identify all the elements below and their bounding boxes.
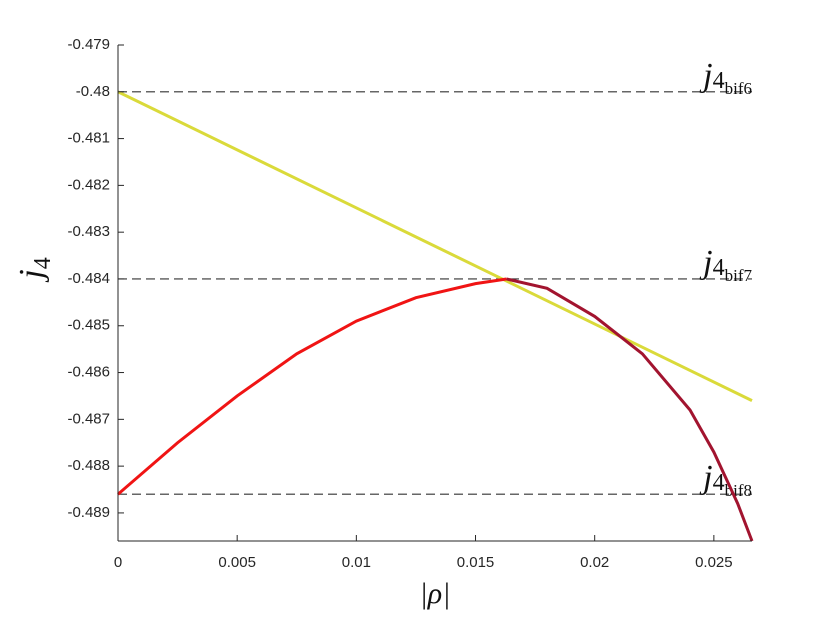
x-tick-label: 0.015 [457,554,495,571]
reference-label: j4bif7 [699,244,752,285]
label-sub: 4 [713,470,725,496]
y-tick-label: -0.482 [67,176,110,193]
y-tick-label: -0.481 [67,130,110,147]
y-tick-label: -0.485 [67,317,110,334]
data-line [506,277,754,542]
y-tick-label: -0.479 [67,36,110,53]
x-tick-label: 0.025 [695,554,733,571]
x-tick-label: 0.02 [580,554,609,571]
label-base: j [699,244,712,281]
x-tick-label: 0.005 [218,554,256,571]
y-label-base: j [13,269,50,282]
y-tick-label: -0.483 [67,223,110,240]
reference-label: j4bif8 [699,459,752,500]
y-tick-label: -0.489 [67,504,110,521]
x-tick-label: 0 [114,554,122,571]
x-axis-label: |ρ| [420,577,451,610]
label-subsub: bif7 [725,266,753,285]
y-label-sub: 4 [30,257,56,269]
y-tick-label: -0.487 [67,410,110,427]
label-subsub: bif8 [725,481,752,500]
label-subsub: bif6 [725,79,752,98]
y-tick-label: -0.484 [67,270,110,287]
data-line [117,90,753,402]
label-sub: 4 [713,255,725,281]
y-tick-label: -0.488 [67,457,110,474]
label-base: j [699,57,712,94]
label-base: j [699,459,712,496]
y-tick-label: -0.48 [76,83,110,100]
reference-label: j4bif6 [699,57,752,98]
y-axis-label: j4 [13,257,56,282]
data-line [117,277,507,496]
x-tick-label: 0.01 [342,554,371,571]
y-tick-label: -0.486 [67,364,110,381]
label-sub: 4 [713,68,725,94]
